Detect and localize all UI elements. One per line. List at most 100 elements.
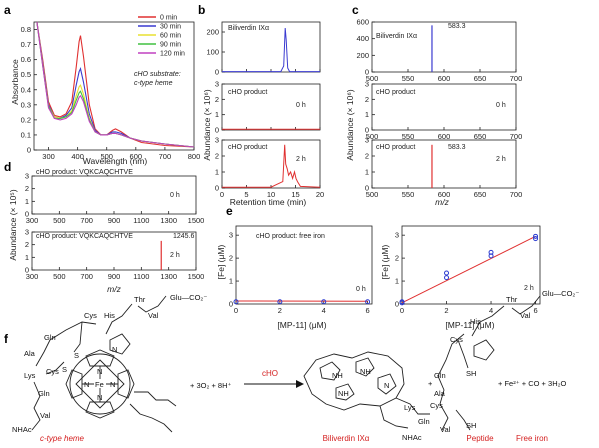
panel-a-substrate-line2: c-type heme [134, 80, 173, 87]
panel-c-sub3-time: 2 h [496, 156, 506, 163]
panel-b-3-ytick-label: 0 [215, 184, 219, 193]
res-gln-2: Gln [38, 389, 50, 398]
panel-c-2-xtick-label: 650 [474, 132, 487, 141]
panel-b-3-xtick-label: 10 [267, 190, 275, 199]
res-s-2: S [62, 365, 67, 374]
panel-c-1-xtick-label: 500 [366, 74, 379, 83]
peptide-res-nhac: NHAc [402, 433, 422, 442]
panel-b-letter: b [198, 3, 205, 17]
panel-b-1-ytick-label: 100 [206, 48, 219, 57]
panel-a-legend-label: 120 min [160, 51, 185, 58]
panel-e-ylabel-2: [Fe] (μM) [380, 245, 390, 280]
panel-c-3-ytick-label: 1 [365, 168, 369, 177]
peptide-sh-2: SH [466, 421, 476, 430]
panel-c-1-ytick-label: 0 [365, 68, 369, 77]
n-left: N [84, 380, 89, 389]
res-cys-1: Cys [84, 311, 97, 320]
panel-c-2-ytick-label: 1 [365, 110, 369, 119]
panel-d-xlabel: m/z [107, 284, 121, 294]
label-free-iron: Free iron [516, 434, 548, 443]
panel-e-1-xtick-label: 4 [322, 306, 326, 315]
peptide-lys-nhac [31, 381, 41, 431]
peptide-backbone-glu [511, 295, 541, 315]
panel-e-ylabel-1: [Fe] (μM) [216, 245, 226, 280]
panel-c-1-xtick-label: 600 [438, 74, 451, 83]
panel-a-ytick-label: 0.8 [21, 25, 31, 34]
panel-b-sub2: cHO product [228, 89, 267, 96]
thioether-2 [45, 361, 65, 375]
res-val: Val [148, 311, 159, 320]
panel-c-2-ytick-label: 2 [365, 95, 369, 104]
panel-a-ylabel: Absorbance [10, 59, 20, 105]
panel-a-legend-label: 90 min [160, 42, 181, 49]
panel-a-frame [33, 21, 195, 151]
panel-c-3-ytick-label: 3 [365, 136, 369, 145]
pyrrole-left [65, 369, 83, 399]
panel-c-3-xtick-label: 600 [438, 190, 451, 199]
panel-b-2-ytick-label: 1 [215, 110, 219, 119]
panel-c-2-xtick-label: 600 [438, 132, 451, 141]
panel-e-2-ytick-label: 3 [395, 231, 399, 240]
panel-c-sub2-time: 0 h [496, 102, 506, 109]
res-s-1: S [74, 351, 79, 360]
panel-a-legend-label: 60 min [160, 33, 181, 40]
peptide-res-thr: Thr [506, 295, 518, 304]
panel-d-1-xtick-label: 1500 [188, 216, 205, 225]
peptide-imidazole [473, 339, 495, 361]
peptide-cys-gln [35, 321, 97, 367]
panel-d-2-xtick-label: 300 [26, 272, 39, 281]
peptide-his-thr [105, 303, 133, 335]
panel-e-2-point [533, 233, 539, 239]
panel-e-2-point [444, 275, 450, 281]
propionate-1 [134, 391, 177, 407]
panel-d-1-xtick-label: 500 [53, 216, 66, 225]
panel-d-1-ytick-label: 3 [25, 172, 29, 181]
panel-d-1-xtick-label: 900 [108, 216, 121, 225]
peptide-thr-glu [137, 295, 167, 313]
panel-c-2-ytick-label: 3 [365, 80, 369, 89]
panel-c-3-xtick-label: 700 [510, 190, 523, 199]
panel-b-3-xtick-label: 0 [220, 190, 224, 199]
panel-b-3-xtick-label: 15 [291, 190, 299, 199]
panel-a-ytick-label: 0.5 [21, 70, 31, 79]
panel-c-1-ytick-label: 200 [356, 51, 369, 60]
heme-inner-square [75, 359, 125, 409]
panel-d-peak2: 1245.6 [173, 233, 195, 240]
panel-d-sub1-time: 0 h [170, 192, 180, 199]
panel-e-2-frame [401, 225, 541, 305]
panel-a-ytick-label: 0.7 [21, 40, 31, 49]
heme-structure: Fe N N N N N Thr Val Glu—CO₂⁻ His Cys Gl… [12, 293, 207, 434]
panel-a-legend-label: 0 min [160, 15, 177, 22]
peptide-res-lys: Lys [404, 403, 416, 412]
biliverdin-propionate-2 [379, 405, 409, 429]
panel-a-letter: a [4, 3, 11, 17]
panel-c-1-frame [371, 21, 517, 73]
panel-c-letter: c [352, 3, 359, 17]
panel-c-2-xtick-label: 550 [402, 132, 415, 141]
panel-e-2-ytick-label: 1 [395, 277, 399, 286]
panel-a-legend-label: 30 min [160, 24, 181, 31]
panel-d-1-xtick-label: 1300 [160, 216, 177, 225]
panel-c-1-ytick-label: 600 [356, 18, 369, 27]
panel-e-2-point [533, 236, 539, 242]
panel-c-3-xtick-label: 550 [402, 190, 415, 199]
pyrrole-right [117, 369, 135, 399]
panel-d-2-xtick-label: 700 [80, 272, 93, 281]
panel-e-1-xtick-label: 2 [278, 306, 282, 315]
n-right: N [110, 380, 115, 389]
res-nhac: NHAc [12, 425, 32, 434]
panel-e-1-xtick-label: 6 [366, 306, 370, 315]
panel-a-ytick-label: 0.1 [21, 130, 31, 139]
peptide-backbone-left [437, 333, 465, 431]
panel-e-axes: 0 2 4 6 0 1 2 3 0 2 4 6 0 1 2 3 [229, 225, 541, 315]
panel-a-ytick-label: 0.2 [21, 115, 31, 124]
panel-e-xlabel-2: [MP-11] (μM) [445, 320, 494, 330]
panel-d-2-ytick-label: 1 [25, 253, 29, 262]
panel-e-2-ytick-label: 2 [395, 254, 399, 263]
panel-d-sub1: cHO product: VQKCAQCHTVE [36, 169, 133, 176]
panel-c-3-xtick-label: 500 [366, 190, 379, 199]
fe-backdrop [94, 379, 106, 388]
peptide-res-val-2: Val [440, 425, 451, 434]
